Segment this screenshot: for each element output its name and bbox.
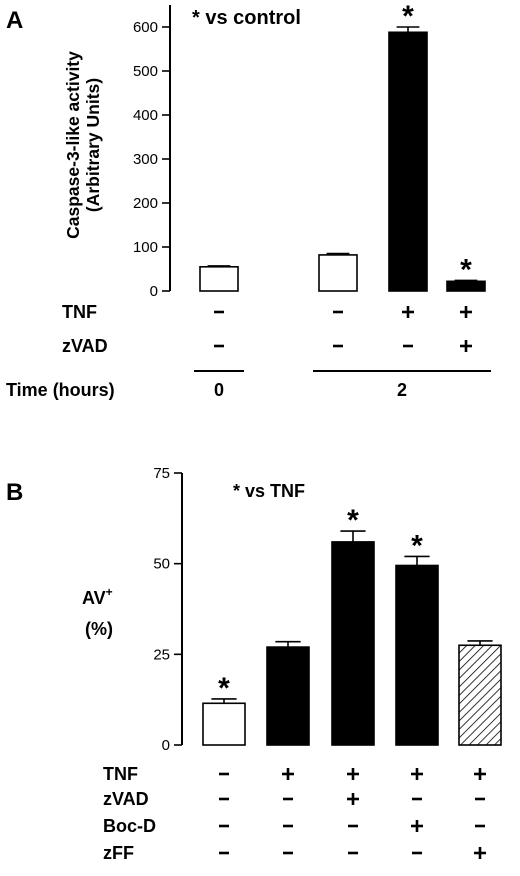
panel-b-letter: B bbox=[6, 479, 23, 506]
panel-a: A Caspase-3-like activity (Arbitrary Uni… bbox=[6, 0, 491, 400]
condition-label: Boc-D bbox=[103, 816, 156, 836]
y-tick-label: 600 bbox=[133, 19, 158, 36]
bar bbox=[395, 564, 439, 746]
y-tick-label: 25 bbox=[153, 646, 170, 663]
bar bbox=[458, 644, 502, 746]
y-tick-label: 0 bbox=[162, 737, 170, 754]
y-tick-label: 500 bbox=[133, 63, 158, 80]
panel-b-annotation: * vs TNF bbox=[233, 481, 305, 501]
condition-label: zFF bbox=[103, 843, 134, 863]
condition-label: zVAD bbox=[62, 336, 108, 356]
bar bbox=[331, 541, 375, 746]
bar bbox=[202, 702, 246, 746]
significance-star: * bbox=[460, 253, 472, 286]
panel-b: B AV+ (%) * vs TNF 0 25 50 75 * * * TNF zVAD Bo… bbox=[6, 465, 502, 863]
bar bbox=[266, 646, 310, 746]
y-tick-label: 100 bbox=[133, 239, 158, 256]
time-group-label: 0 bbox=[214, 380, 224, 400]
bar bbox=[199, 265, 239, 292]
significance-star: * bbox=[347, 504, 359, 537]
y-tick-label: 50 bbox=[153, 556, 170, 573]
panel-a-ylabel: Caspase-3-like activity (Arbitrary Units… bbox=[63, 51, 103, 239]
condition-label: zVAD bbox=[103, 789, 149, 809]
condition-label: TNF bbox=[62, 302, 97, 322]
condition-label: TNF bbox=[103, 764, 138, 784]
panel-b-ylabel: AV+ bbox=[82, 585, 113, 608]
y-tick-label: 300 bbox=[133, 151, 158, 168]
panel-a-annotation: * vs control bbox=[192, 7, 301, 29]
panel-b-conditions: TNF zVAD Boc-D zFF bbox=[103, 764, 486, 863]
panel-a-time-row: Time (hours) 0 2 bbox=[6, 370, 491, 400]
y-tick-label: 200 bbox=[133, 195, 158, 212]
y-tick-label: 400 bbox=[133, 107, 158, 124]
significance-star: * bbox=[402, 0, 414, 33]
bar bbox=[388, 31, 428, 292]
significance-star: * bbox=[218, 672, 230, 705]
panel-a-y-axis: 0 100 200 300 400 500 600 bbox=[133, 5, 171, 300]
panel-a-ylabel-line-1: Caspase-3-like activity bbox=[63, 51, 83, 239]
bar bbox=[318, 254, 358, 292]
panel-b-ylabel-main: AV bbox=[82, 588, 106, 608]
y-tick-label: 0 bbox=[150, 283, 158, 300]
time-group-label: 2 bbox=[397, 380, 407, 400]
panel-a-ylabel-line-2: (Arbitrary Units) bbox=[83, 78, 103, 212]
panel-b-y-axis: 0 25 50 75 bbox=[153, 465, 183, 754]
panel-b-ylabel-unit: (%) bbox=[85, 619, 113, 639]
time-label: Time (hours) bbox=[6, 380, 115, 400]
y-tick-label: 75 bbox=[153, 465, 170, 482]
panel-a-conditions: TNF zVAD bbox=[62, 302, 472, 356]
significance-star: * bbox=[411, 529, 423, 562]
panel-b-ylabel-sup: + bbox=[106, 585, 113, 599]
panel-a-letter: A bbox=[6, 7, 23, 34]
panel-b-bars: * * * bbox=[202, 504, 502, 746]
panel-a-bars: ** bbox=[199, 0, 486, 292]
